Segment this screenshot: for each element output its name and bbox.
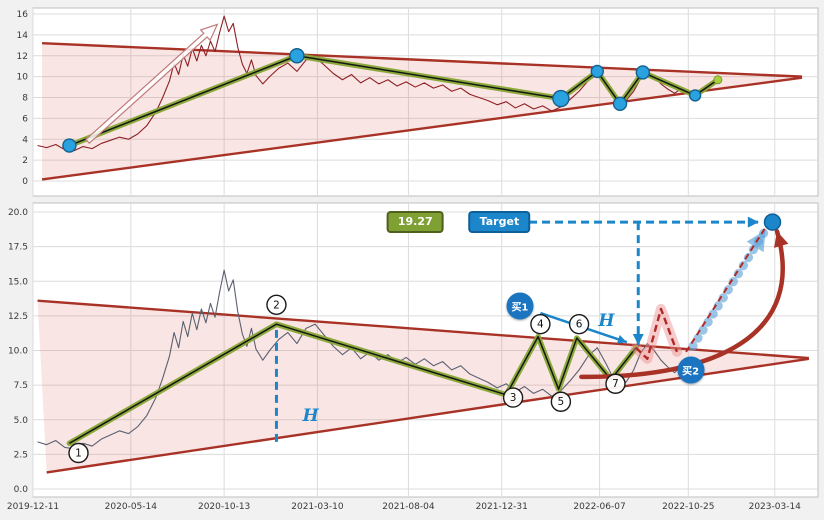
svg-text:2022-10-25: 2022-10-25 (662, 502, 714, 512)
svg-text:2.5: 2.5 (14, 450, 28, 460)
svg-text:7: 7 (612, 378, 619, 390)
pivot-marker (635, 65, 650, 80)
pivot-circle-4 (530, 313, 551, 335)
h-measure-label-1: H (302, 405, 319, 426)
price-target-value-badge: 19.27 (386, 210, 444, 233)
zigzag-end-dot (713, 75, 723, 85)
svg-text:12.5: 12.5 (8, 312, 28, 322)
zigzag-line (66, 321, 639, 447)
svg-text:6: 6 (22, 114, 28, 124)
svg-text:14: 14 (17, 31, 29, 41)
target-point (763, 213, 782, 231)
pivot-marker (688, 89, 702, 102)
svg-text:0.0: 0.0 (14, 485, 29, 495)
wedge-pattern (41, 42, 803, 181)
svg-text:0: 0 (22, 177, 28, 187)
svg-text:10.0: 10.0 (8, 347, 28, 357)
svg-text:2020-05-14: 2020-05-14 (105, 502, 158, 512)
grid (32, 8, 818, 196)
y-axis-labels: 0.0 2.5 5.0 7.5 10.0 12.5 15.0 17.5 20.0 (8, 208, 28, 495)
svg-text:2: 2 (22, 156, 28, 166)
svg-text:7.5: 7.5 (14, 381, 28, 391)
svg-text:16: 16 (17, 10, 29, 20)
svg-text:20.0: 20.0 (8, 208, 28, 218)
svg-text:3: 3 (510, 392, 517, 404)
h-measure-label-2: H (598, 311, 615, 332)
pivot-circle-6 (568, 313, 590, 335)
buy2-marker: 买2 (677, 356, 705, 384)
svg-text:10: 10 (17, 73, 29, 83)
svg-text:2: 2 (273, 299, 280, 311)
wedge-lower-line (41, 76, 803, 181)
svg-text:15.0: 15.0 (8, 277, 28, 287)
svg-text:2020-10-13: 2020-10-13 (198, 502, 250, 512)
wedge-upper-line (42, 42, 803, 78)
pivot-circle-7 (605, 373, 626, 394)
pivot-marker (552, 89, 570, 108)
buy1-marker: 买1 (506, 292, 534, 320)
svg-text:8: 8 (22, 94, 28, 104)
svg-text:17.5: 17.5 (8, 243, 28, 253)
pivot-numbers: 1 2 3 4 5 6 7 (68, 294, 626, 464)
pivot-circle-1 (68, 442, 89, 464)
wedge-upper-line (37, 299, 809, 360)
zigzag-line (66, 53, 721, 149)
pivot-circle-2 (266, 294, 287, 315)
rally-arrow (85, 23, 219, 145)
trend-curve-arrow (579, 229, 789, 380)
svg-text:2021-12-31: 2021-12-31 (476, 502, 528, 512)
grid (32, 203, 818, 497)
target-badge: Target (468, 210, 531, 233)
pivot-marker (612, 96, 628, 111)
svg-text:4: 4 (537, 319, 544, 331)
y-axis-labels: 0 2 4 6 8 10 12 14 16 (17, 10, 29, 187)
pivot-marker (590, 64, 604, 79)
svg-text:2023-03-14: 2023-03-14 (749, 502, 802, 512)
x-axis-labels: 2019-12-11 2020-05-14 2020-10-13 2021-03-10… (7, 502, 801, 512)
svg-text:6: 6 (576, 319, 583, 331)
pivot-marker (289, 48, 305, 64)
svg-text:12: 12 (17, 52, 28, 62)
svg-text:2021-03-10: 2021-03-10 (291, 502, 344, 512)
pivot-marker (62, 138, 77, 153)
svg-text:5.0: 5.0 (14, 416, 29, 426)
breakout-projection (630, 303, 682, 364)
svg-text:5: 5 (558, 396, 565, 408)
svg-text:1: 1 (75, 447, 82, 459)
pivot-markers (62, 48, 702, 153)
projection-red-dash (685, 226, 767, 353)
panel-bottom: 0.0 2.5 5.0 7.5 10.0 12.5 15.0 17.5 20.0 2019-12-… (7, 202, 819, 512)
svg-text:4: 4 (22, 135, 28, 145)
svg-text:2021-08-04: 2021-08-04 (382, 502, 435, 512)
panel-top: 0 2 4 6 8 10 12 14 16 (17, 7, 819, 197)
pivot-circle-5 (550, 391, 572, 412)
svg-text:2019-12-11: 2019-12-11 (7, 502, 59, 512)
pivot-circle-3 (502, 387, 524, 408)
svg-text:2022-06-07: 2022-06-07 (573, 502, 625, 512)
